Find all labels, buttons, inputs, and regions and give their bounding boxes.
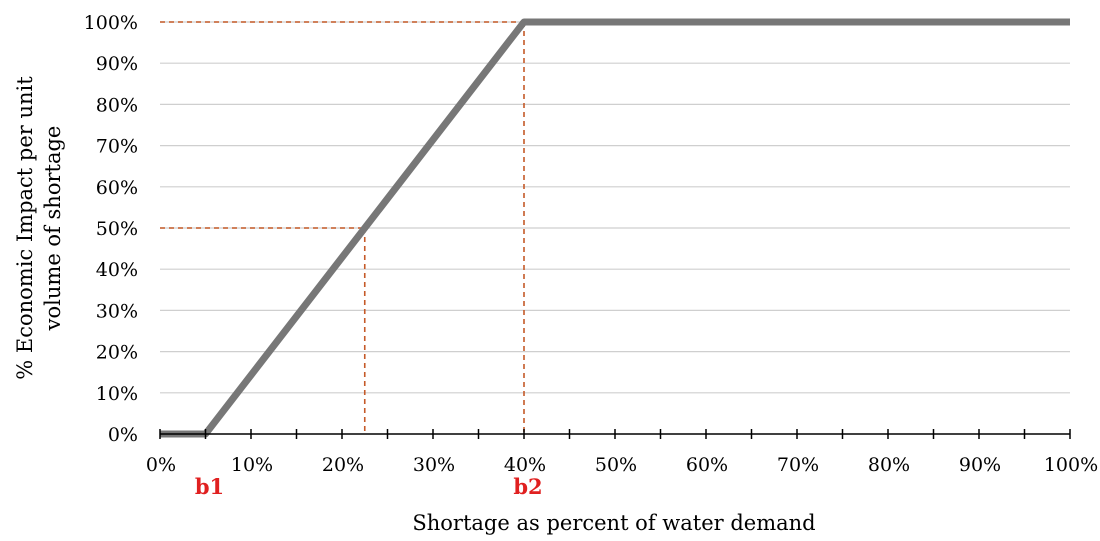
x-tick-label: 0% [146,454,176,476]
y-tick-label: 60% [96,177,138,199]
x-tick-label: 100% [1044,454,1098,476]
x-tick-label: 80% [868,454,910,476]
y-axis-label-line-1: % Economic Impact per unit [13,76,37,380]
annotation-label-b2: b2 [513,474,542,499]
y-tick-label: 20% [96,342,138,364]
x-axis-label: Shortage as percent of water demand [412,511,815,535]
annotation-label-b1: b1 [195,474,224,499]
y-tick-label: 0% [108,424,138,446]
x-tick-label: 60% [686,454,728,476]
x-tick-labels: 0% 10% 20% 30% 40% 50% 60% 70% 80% 90% 100% [146,454,1098,476]
y-tick-label: 10% [96,383,138,405]
y-axis-label-line-2: volume of shortage [41,126,65,332]
y-axis-label: % Economic Impact per unit volume of sho… [13,76,65,380]
y-tick-labels: 0% 10% 20% 30% 40% 50% 60% 70% 80% 90% 100% [84,12,138,446]
y-tick-label: 50% [96,218,138,240]
y-tick-label: 90% [96,53,138,75]
x-tick-label: 30% [413,454,455,476]
x-tick-label: 50% [595,454,637,476]
reference-lines [160,21,525,434]
x-axis [159,429,1071,439]
y-tick-label: 70% [96,136,138,158]
x-tick-label: 40% [504,454,546,476]
y-tick-label: 80% [96,94,138,116]
y-tick-label: 30% [96,300,138,322]
x-tick-label: 10% [231,454,273,476]
y-tick-label: 40% [96,259,138,281]
x-tick-label: 70% [777,454,819,476]
grid-layer [160,21,1070,394]
y-tick-label: 100% [84,12,138,34]
x-tick-label: 90% [959,454,1001,476]
x-tick-label: 20% [322,454,364,476]
annotations: b1 b2 [195,474,543,499]
